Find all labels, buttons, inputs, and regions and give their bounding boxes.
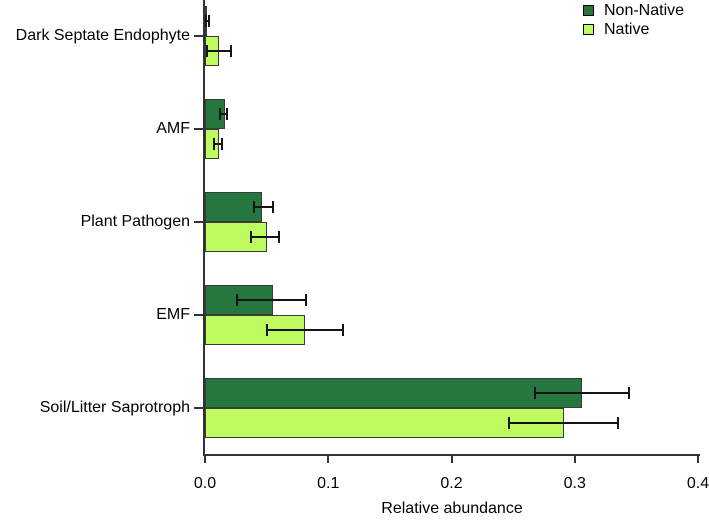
error-bar-cap-low	[265, 324, 268, 336]
x-axis-tick-label: 0.0	[193, 475, 217, 492]
category-label: Soil/Litter Saprotroph	[39, 399, 190, 416]
error-bar-cap-low	[218, 108, 221, 120]
error-bar-cap-high	[207, 15, 210, 27]
category-axis-tick	[194, 128, 203, 130]
error-bar	[250, 236, 279, 238]
category-axis-tick	[194, 35, 203, 37]
x-axis-tick-label: 0.3	[563, 475, 586, 492]
error-bar-cap-low	[534, 387, 537, 399]
x-axis-tick-label: 0.4	[686, 475, 709, 492]
error-bar-cap-high	[616, 417, 619, 429]
x-axis-tick	[697, 456, 699, 463]
x-axis-tick	[573, 456, 576, 463]
category-axis-tick	[194, 221, 203, 223]
x-axis-tick	[450, 456, 453, 463]
bar-non-native-3	[205, 192, 262, 222]
category-label: EMF	[156, 306, 190, 323]
error-bar	[206, 20, 209, 22]
error-bar-cap-low	[253, 201, 256, 213]
legend-swatch-icon	[583, 24, 594, 35]
category-label: Plant Pathogen	[80, 213, 190, 230]
error-bar-cap-low	[249, 231, 252, 243]
error-bar	[213, 143, 223, 145]
error-bar	[207, 50, 231, 52]
error-bar-cap-high	[229, 45, 232, 57]
error-bar-cap-low	[206, 45, 209, 57]
error-bar-cap-low	[212, 138, 215, 150]
x-axis-tick-label: 0.2	[440, 475, 463, 492]
y-axis-line	[203, 0, 205, 455]
error-bar	[509, 422, 618, 424]
legend-entry-non-native: Non-Native	[583, 1, 684, 20]
error-bar-cap-high	[305, 294, 308, 306]
error-bar	[237, 299, 307, 301]
legend-swatch-icon	[583, 5, 594, 16]
error-bar	[266, 329, 344, 331]
error-bar-cap-high	[342, 324, 345, 336]
error-bar-cap-low	[508, 417, 511, 429]
category-label: AMF	[156, 120, 190, 137]
error-bar-cap-low	[205, 15, 208, 27]
category-axis-tick	[194, 407, 203, 409]
error-bar	[535, 392, 629, 394]
error-bar-cap-high	[627, 387, 630, 399]
error-bar	[254, 206, 273, 208]
category-axis-tick	[194, 314, 203, 316]
error-bar-cap-high	[277, 231, 280, 243]
error-bar-cap-high	[226, 108, 229, 120]
legend-label: Native	[604, 21, 650, 38]
x-axis-tick	[327, 456, 330, 463]
error-bar-cap-high	[271, 201, 274, 213]
x-axis-tick-label: 0.1	[317, 475, 340, 492]
x-axis-tick	[204, 456, 206, 463]
bar-non-native-5	[205, 378, 583, 408]
error-bar-cap-low	[236, 294, 239, 306]
x-axis-title: Relative abundance	[381, 500, 523, 517]
legend-entry-native: Native	[583, 20, 649, 39]
error-bar-cap-high	[221, 138, 224, 150]
legend-label: Non-Native	[604, 2, 685, 19]
category-label: Dark Septate Endophyte	[15, 27, 190, 44]
x-axis-line	[203, 454, 700, 456]
error-bar	[219, 113, 228, 115]
